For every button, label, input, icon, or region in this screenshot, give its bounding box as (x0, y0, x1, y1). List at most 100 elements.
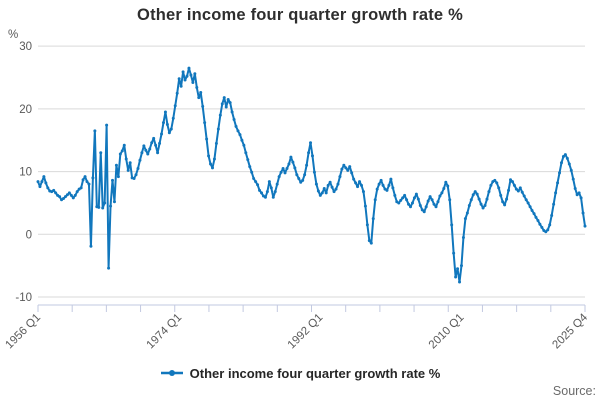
data-point (410, 201, 414, 205)
data-point (93, 129, 97, 133)
data-point (318, 193, 322, 197)
data-point (522, 194, 526, 198)
data-point (248, 165, 252, 169)
data-point (497, 186, 501, 190)
data-point (220, 102, 224, 106)
data-point (279, 170, 283, 174)
data-point (103, 201, 107, 205)
data-point (540, 225, 544, 229)
data-point (146, 152, 150, 156)
data-line (37, 67, 586, 283)
data-point (507, 188, 511, 192)
data-point (558, 171, 562, 175)
data-point (405, 198, 409, 202)
data-point (109, 204, 113, 208)
data-point (65, 193, 69, 197)
data-point (350, 171, 354, 175)
data-point (242, 143, 246, 147)
data-point (101, 206, 105, 210)
data-point (169, 127, 173, 131)
data-point (97, 205, 101, 209)
data-point (316, 189, 320, 193)
data-point (475, 192, 479, 196)
data-point (83, 175, 87, 179)
data-point (230, 110, 234, 114)
data-point (320, 191, 324, 195)
data-point (238, 133, 242, 137)
data-point (142, 144, 146, 148)
data-point (132, 176, 136, 180)
data-point (293, 166, 297, 170)
data-point (459, 264, 463, 268)
data-point (310, 154, 314, 158)
data-point (122, 143, 126, 147)
data-point (552, 202, 556, 206)
data-point (569, 168, 573, 172)
data-point (216, 127, 220, 131)
data-point (403, 193, 407, 197)
data-point (501, 200, 505, 204)
data-point (307, 151, 311, 155)
data-point (160, 132, 164, 136)
data-point (214, 141, 218, 145)
data-point (58, 195, 62, 199)
data-point (358, 180, 362, 184)
data-point (244, 151, 248, 155)
data-point (516, 189, 520, 193)
data-point (583, 224, 587, 228)
data-point (173, 104, 177, 108)
data-point (416, 197, 420, 201)
data-point (546, 228, 550, 232)
data-point (273, 190, 277, 194)
data-point (134, 173, 138, 177)
data-point (299, 180, 303, 184)
data-point (401, 196, 405, 200)
data-point (342, 163, 346, 167)
data-point (510, 180, 514, 184)
data-point (197, 96, 201, 100)
data-point (530, 208, 534, 212)
data-point (167, 131, 171, 135)
data-point (205, 137, 209, 141)
data-point (305, 163, 309, 167)
data-point (312, 170, 316, 174)
data-point (275, 182, 279, 186)
data-point (210, 166, 214, 170)
data-point (499, 193, 503, 197)
data-point (446, 184, 450, 188)
data-point (38, 185, 42, 189)
data-point (171, 116, 175, 120)
data-point (52, 188, 56, 192)
x-tick-label: 1992 Q1 (286, 312, 326, 352)
data-point (136, 166, 140, 170)
data-point (463, 217, 467, 221)
data-point (448, 198, 452, 202)
data-point (528, 205, 532, 209)
data-point (301, 178, 305, 182)
data-point (69, 193, 73, 197)
data-point (105, 123, 109, 127)
data-point (467, 203, 471, 207)
data-point (526, 201, 530, 205)
data-point (561, 155, 565, 159)
data-point (434, 205, 438, 209)
data-point (81, 178, 85, 182)
data-point (354, 181, 358, 185)
data-point (426, 199, 430, 203)
data-point (538, 222, 542, 226)
data-point (532, 212, 536, 216)
data-point (107, 266, 111, 270)
data-point (438, 194, 442, 198)
data-point (189, 73, 193, 77)
data-point (183, 78, 187, 82)
data-point (199, 91, 203, 95)
data-point (246, 158, 250, 162)
data-point (128, 161, 132, 165)
data-point (344, 166, 348, 170)
data-point (458, 280, 462, 284)
chart-title: Other income four quarter growth rate % (137, 6, 463, 24)
data-point (314, 182, 318, 186)
data-point (367, 239, 371, 243)
data-point (161, 121, 165, 125)
